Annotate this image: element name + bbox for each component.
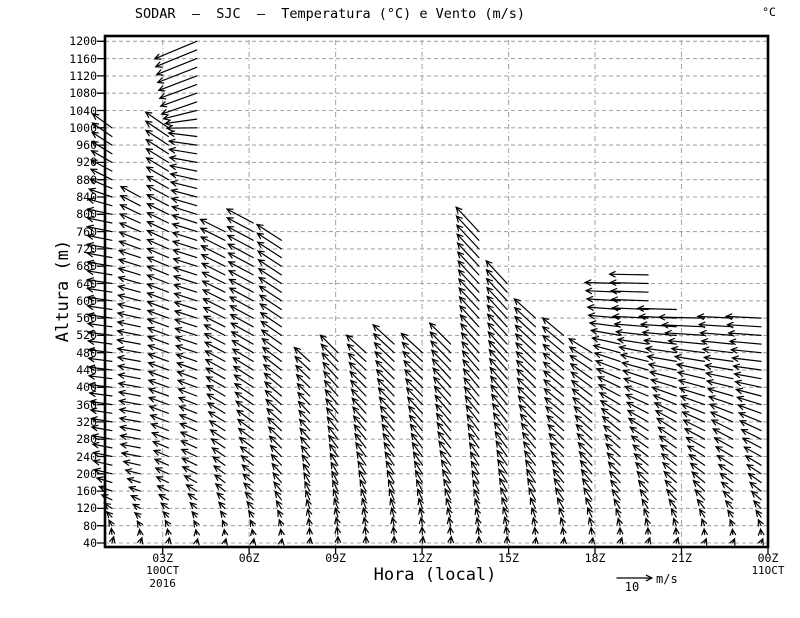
x-tick-label: 00Z 11OCT [733,552,800,578]
y-tick-label: 120 [76,501,97,516]
y-tick-label: 840 [76,190,97,204]
y-tick-label: 680 [76,259,97,274]
y-tick-label: 880 [76,172,97,187]
reference-arrow-unit-label: m/s [656,572,678,586]
y-tick-label: 520 [76,328,97,343]
x-tick-label: 03Z 10OCT 2016 [128,552,198,590]
y-tick-label: 360 [76,397,97,412]
x-tick-time: 18Z [584,551,606,565]
y-tick-label: 1000 [69,120,97,135]
x-tick-time: 21Z [671,551,692,565]
y-tick-label: 40 [83,536,97,550]
x-tick-label: 06Z [214,552,284,565]
x-axis-title: Hora (local) [373,565,497,585]
y-tick-label: 320 [76,414,97,429]
y-tick-label: 200 [76,466,97,481]
y-tick-label: 160 [76,484,97,499]
y-tick-label: 1040 [69,103,97,118]
y-tick-label: 560 [76,311,97,326]
x-tick-time: 03Z [152,551,174,565]
x-tick-label: 21Z [647,552,717,565]
x-tick-date-label: 2016 [149,576,176,590]
x-tick-label: 18Z [560,552,630,565]
y-tick-label: 800 [76,207,97,222]
y-tick-label: 600 [76,293,97,308]
y-tick-label: 80 [83,518,97,533]
y-tick-label: 1080 [69,86,97,101]
y-tick-label: 240 [76,449,97,464]
wind-vectors [86,40,765,582]
x-tick-label: 12Z [387,552,457,565]
y-tick-label: 920 [76,155,97,170]
y-tick-label: 720 [76,241,97,256]
y-tick-label: 1160 [69,51,97,66]
y-tick-label: 280 [76,432,97,447]
y-tick-label: 640 [76,276,97,291]
y-tick-label: 1200 [69,34,97,49]
y-tick-label: 960 [76,138,97,153]
y-tick-label: 1120 [69,68,97,83]
x-tick-time: 09Z [325,551,346,565]
x-tick-label: 09Z [301,552,371,565]
reference-arrow-speed-label: 10 [624,580,640,594]
x-tick-time: 15Z [498,551,519,565]
temperature-unit-label: °C [762,5,776,19]
x-tick-date-label: 11OCT [751,564,785,577]
chart-title: SODAR – SJC – Temperatura (°C) e Vento (… [134,6,526,22]
x-tick-time: 06Z [238,551,260,565]
x-tick-date-label: 10OCT [146,564,180,577]
y-tick-label: 400 [76,380,97,395]
x-tick-time: 00Z [757,551,779,565]
y-tick-label: 760 [76,224,97,239]
axis-tick-marks [97,40,769,554]
y-tick-label: 440 [76,363,97,377]
x-tick-label: 15Z [474,552,544,565]
x-tick-time: 12Z [411,551,433,565]
y-tick-label: 480 [76,345,97,360]
